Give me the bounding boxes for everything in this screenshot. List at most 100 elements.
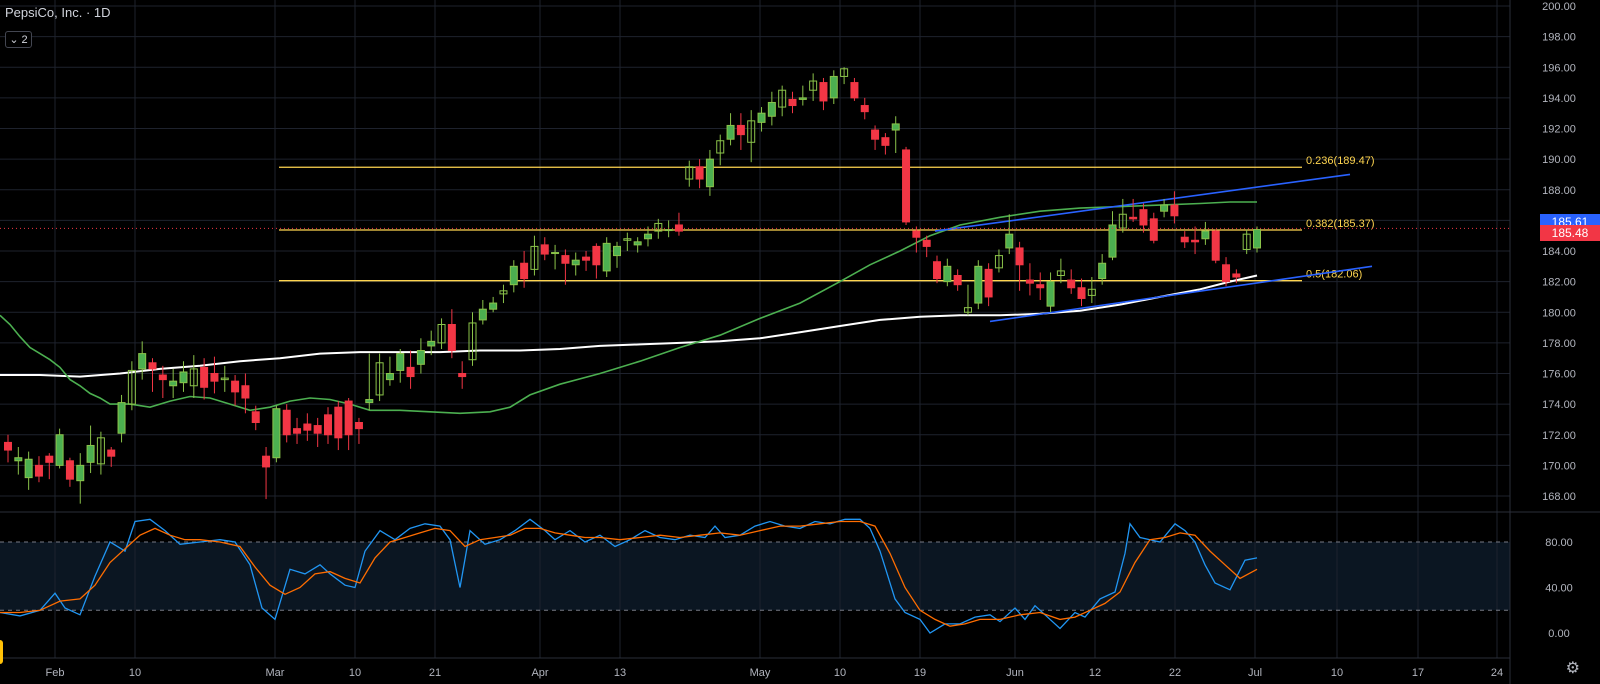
candle-body — [1201, 230, 1210, 240]
candle — [891, 116, 900, 153]
gear-icon[interactable]: ⚙ — [1565, 660, 1580, 677]
price-tick-label: 188.00 — [1542, 185, 1576, 197]
candle-body — [1222, 264, 1231, 283]
candle — [189, 355, 198, 398]
candle-body — [602, 242, 611, 272]
candle-body — [117, 402, 126, 434]
candle-body — [891, 123, 900, 131]
candle-body — [705, 158, 714, 188]
candle — [272, 405, 281, 463]
time-tick-label: Jul — [1248, 667, 1262, 679]
time-tick-label: 10 — [349, 667, 361, 679]
candle-body — [468, 322, 477, 361]
candle-body — [1232, 273, 1241, 278]
candle-body — [34, 464, 43, 477]
candle — [499, 284, 508, 304]
candle — [1191, 226, 1200, 255]
candle — [809, 73, 818, 101]
price-tick-label: 182.00 — [1542, 277, 1576, 289]
symbol-name: PepsiCo, Inc. — [5, 5, 83, 20]
candle-body — [489, 302, 498, 310]
candle-body — [922, 239, 931, 247]
symbol-header[interactable]: PepsiCo, Inc. · 1D — [5, 5, 111, 20]
candle-body — [788, 98, 797, 107]
candle-body — [1056, 270, 1065, 276]
candle — [582, 251, 591, 271]
candle-body — [282, 409, 291, 436]
stoch-tick-label: 40.00 — [1545, 583, 1573, 595]
candle-body — [334, 406, 343, 439]
candle-body — [262, 455, 271, 468]
candle — [447, 309, 456, 359]
candle — [127, 361, 136, 411]
candle-body — [437, 324, 446, 344]
candle-body — [520, 262, 529, 280]
candle-body — [24, 458, 33, 479]
candle-body — [293, 428, 302, 434]
candle-body — [1077, 287, 1086, 299]
candle-body — [1087, 288, 1096, 296]
candle-body — [798, 97, 807, 100]
candle — [303, 413, 312, 441]
candle-body — [1046, 281, 1055, 307]
grid — [0, 0, 1510, 658]
candle — [220, 365, 229, 392]
candle — [117, 394, 126, 443]
time-tick-label: Apr — [531, 667, 548, 679]
candle — [933, 255, 942, 284]
candle-body — [778, 89, 787, 108]
candle-body — [478, 308, 487, 321]
candle — [1015, 241, 1024, 291]
candle-body — [767, 101, 776, 117]
candle-body — [96, 437, 105, 465]
candle — [1087, 277, 1096, 304]
price-tick-label: 178.00 — [1542, 338, 1576, 350]
candle — [530, 235, 539, 276]
candle-body — [375, 362, 384, 396]
candle-body — [189, 368, 198, 387]
candle — [736, 113, 745, 150]
candle-body — [158, 374, 167, 381]
price-tick-label: 180.00 — [1542, 307, 1576, 319]
last-price-tag: 185.48 — [1540, 224, 1600, 241]
candle — [210, 356, 219, 394]
candle — [1253, 226, 1261, 253]
candle — [994, 249, 1003, 273]
candle — [943, 258, 952, 287]
candle-body — [447, 324, 456, 352]
indicator-count-badge[interactable]: ⌄ 2 — [5, 31, 32, 48]
candle-body — [344, 400, 353, 436]
candle-body — [1108, 224, 1117, 258]
candle-body — [272, 408, 281, 459]
time-tick-label: 19 — [914, 667, 926, 679]
candle — [963, 284, 972, 316]
candle — [757, 107, 766, 132]
candle — [427, 330, 436, 356]
fib-label: 0.5(182.06) — [1306, 269, 1362, 281]
candle-body — [1129, 216, 1138, 220]
stoch-tick-label: 80.00 — [1545, 537, 1573, 549]
interval-label[interactable]: 1D — [93, 5, 111, 20]
candle-body — [169, 380, 178, 387]
candle-body — [427, 340, 436, 347]
candle — [334, 401, 343, 451]
candle — [179, 361, 188, 392]
candle — [716, 134, 725, 166]
candle — [1232, 269, 1241, 284]
candle — [24, 451, 33, 490]
candle — [231, 375, 240, 406]
candle — [1118, 198, 1127, 233]
candle-body — [313, 425, 322, 434]
candle — [767, 91, 776, 126]
candle-body — [1025, 279, 1034, 284]
candle-body — [674, 224, 683, 232]
candle — [1139, 203, 1148, 233]
candle-body — [251, 411, 260, 423]
candle — [416, 338, 425, 374]
candle — [354, 417, 363, 444]
candle — [96, 431, 105, 475]
candle-body — [726, 124, 735, 140]
candle-body — [685, 166, 694, 180]
price-tick-label: 192.00 — [1542, 124, 1576, 136]
